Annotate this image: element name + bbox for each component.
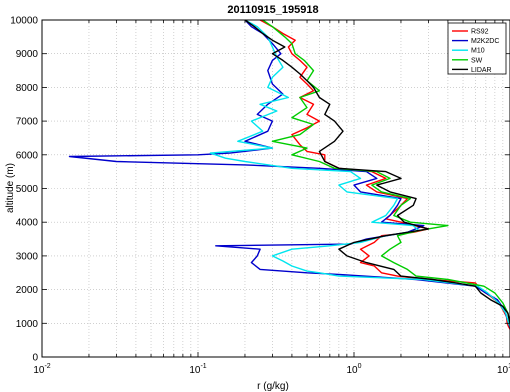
y-tick-label: 10000 — [10, 16, 38, 27]
x-tick-labels: 10-2 10-1 100 101 — [33, 363, 510, 376]
legend-entries: RS92 M2K2DC M10 SW LIDAR — [452, 29, 499, 74]
x-axis-title: r (g/kg) — [257, 381, 289, 392]
chart-title: 20110915_195918 — [227, 4, 318, 16]
y-tick-label: 1000 — [16, 319, 39, 330]
y-tick-labels: 0 1000 2000 3000 4000 5000 6000 7000 8000 9000 100… — [10, 16, 38, 364]
x-tick-label: 10-2 — [33, 363, 50, 376]
legend-label-m10: M10 — [471, 48, 485, 55]
x-tick-label: 101 — [497, 363, 510, 376]
y-tick-label: 9000 — [16, 49, 39, 60]
y-tick-label: 0 — [32, 353, 38, 364]
series-line-m10 — [209, 19, 510, 329]
legend-label-sw: SW — [471, 57, 483, 64]
y-tick-label: 3000 — [16, 251, 39, 262]
y-axis-title: altitude (m) — [5, 163, 16, 213]
series-lines — [68, 19, 510, 331]
plot-area — [41, 19, 510, 358]
legend-label-m2k2dc: M2K2DC — [471, 38, 499, 45]
series-line-lidar — [244, 19, 510, 325]
legend: RS92 M2K2DC M10 SW LIDAR — [447, 22, 507, 75]
legend-label-rs92: RS92 — [471, 29, 489, 36]
y-tick-label: 7000 — [16, 117, 39, 128]
y-tick-label: 8000 — [16, 83, 39, 94]
y-tick-label: 6000 — [16, 150, 39, 161]
x-tick-label: 10-1 — [189, 363, 206, 376]
series-line-m2k2dc — [68, 19, 510, 331]
legend-label-lidar: LIDAR — [471, 67, 492, 74]
axis-ticks — [41, 19, 510, 358]
y-tick-label: 4000 — [16, 218, 39, 229]
y-tick-label: 5000 — [16, 184, 39, 195]
y-tick-label: 2000 — [16, 285, 39, 296]
x-tick-label: 100 — [346, 363, 361, 376]
